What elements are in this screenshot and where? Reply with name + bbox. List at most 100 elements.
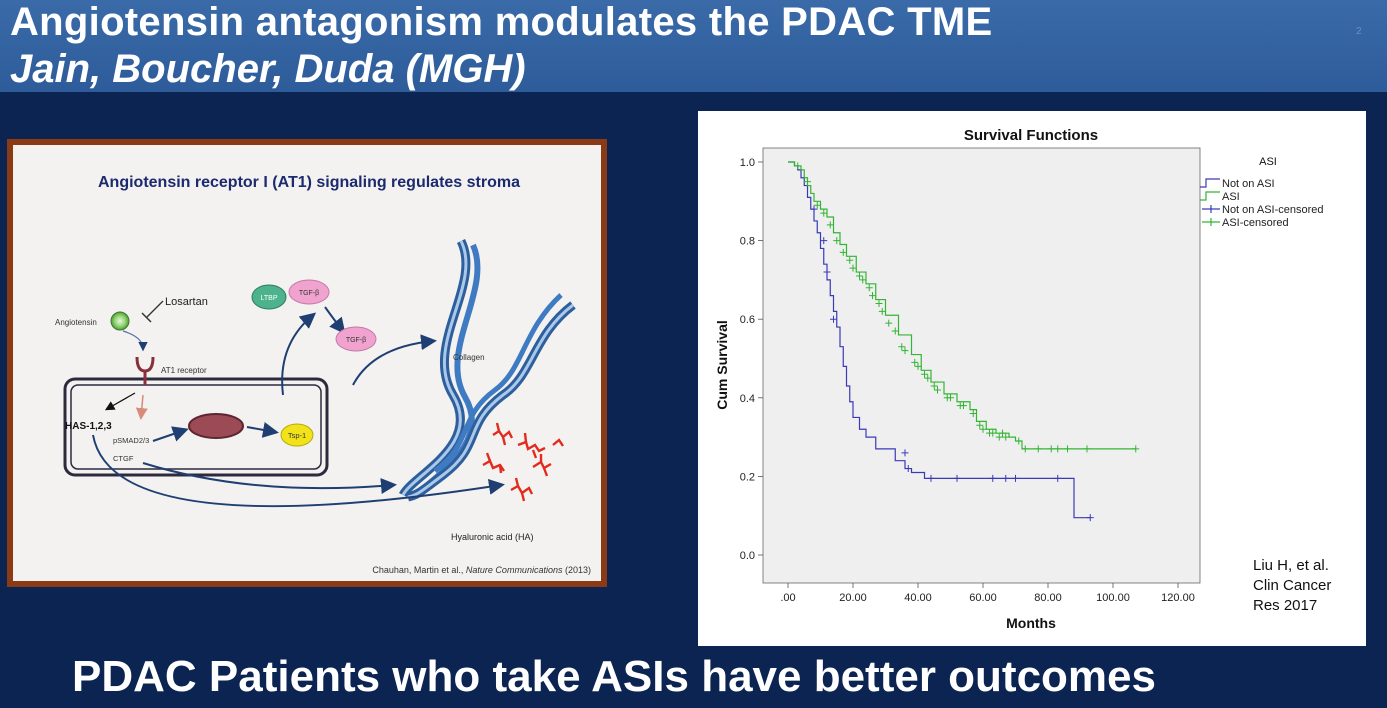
diagram-panel: Angiotensin receptor I (AT1) signaling r… xyxy=(13,145,601,581)
signaling-diagram: Angiotensin receptor I (AT1) signaling r… xyxy=(55,174,591,575)
legend-entry: ASI xyxy=(1222,191,1240,203)
censor-mark xyxy=(810,205,818,213)
x-tick-label: 20.00 xyxy=(839,592,867,604)
slide-subtitle: Jain, Boucher, Duda (MGH) xyxy=(10,47,526,91)
censor-mark xyxy=(1047,445,1055,453)
citation-line-3: Res 2017 xyxy=(1253,597,1318,614)
censor-mark xyxy=(1012,474,1019,482)
censor-mark xyxy=(914,362,922,370)
diagram-frame: Angiotensin receptor I (AT1) signaling r… xyxy=(7,139,607,587)
censor-mark xyxy=(989,429,997,437)
at1-label: AT1 receptor xyxy=(161,366,207,375)
censor-mark xyxy=(804,178,811,186)
censor-mark xyxy=(823,268,831,276)
censor-mark xyxy=(953,474,961,482)
at1-receptor xyxy=(135,356,155,373)
censor-mark xyxy=(927,474,935,482)
citation-line-1: Liu H, et al. xyxy=(1253,557,1329,574)
tgfb-latent xyxy=(288,279,330,305)
censor-mark xyxy=(846,256,854,264)
citation-line-2: Clin Cancer xyxy=(1253,577,1332,594)
censor-mark xyxy=(878,307,886,315)
slide-title: Angiotensin antagonism modulates the PDA… xyxy=(10,0,993,44)
losartan-label: Losartan xyxy=(165,296,208,308)
censor-mark xyxy=(1002,474,1010,482)
censor-mark xyxy=(995,433,1003,441)
censor-mark xyxy=(885,319,893,327)
nucleus xyxy=(188,413,244,439)
censor-mark xyxy=(1054,474,1062,482)
censor-mark xyxy=(839,248,847,256)
censor-mark xyxy=(849,264,857,272)
psmad-label: pSMAD2/3 xyxy=(113,436,149,445)
y-tick-label: 0.8 xyxy=(740,236,755,248)
angiotensin-arrow xyxy=(122,330,148,352)
diagram-title: Angiotensin receptor I (AT1) signaling r… xyxy=(98,174,520,191)
losartan-inhibit-bar xyxy=(141,312,152,323)
plot-area xyxy=(762,147,1201,584)
ltbp-label: LTBP xyxy=(261,295,278,302)
legend-entry: Not on ASI-censored xyxy=(1222,204,1324,216)
censor-mark xyxy=(979,425,987,433)
cell-membrane xyxy=(63,377,329,477)
censor-mark xyxy=(830,315,837,323)
censor-mark xyxy=(869,292,876,300)
legend-swatch xyxy=(1200,191,1220,201)
censor-mark xyxy=(813,201,821,209)
censor-mark xyxy=(1021,445,1029,453)
survival-chart: Survival Functions .00 20.00 40.00 60.00 80.… xyxy=(714,127,1324,631)
ctgf-label: CTGF xyxy=(113,454,134,463)
censor-mark xyxy=(794,162,802,170)
censor-mark xyxy=(833,237,841,245)
hyaluronic-acid xyxy=(482,422,564,502)
tsp1-molecule xyxy=(280,423,314,447)
y-axis-label: Cum Survival xyxy=(714,320,730,409)
x-tick-label: .00 xyxy=(780,592,795,604)
censor-mark xyxy=(904,465,912,473)
censor-mark xyxy=(875,299,883,307)
collagen-label: Collagen xyxy=(453,353,485,362)
x-tick-label: 100.00 xyxy=(1096,592,1130,604)
censor-mark xyxy=(820,237,828,245)
series-line-asi xyxy=(788,161,1136,450)
has-label: HAS-1,2,3 xyxy=(65,421,112,432)
legend-title: ASI xyxy=(1259,156,1277,168)
censor-mark xyxy=(856,272,863,280)
ltbp-molecule xyxy=(251,284,287,310)
y-tick-label: 1.0 xyxy=(740,157,755,169)
censor-mark xyxy=(826,221,834,229)
censor-mark xyxy=(1083,445,1091,453)
censor-mark xyxy=(859,276,867,284)
censor-mark xyxy=(947,394,954,402)
legend-entry: ASI-censored xyxy=(1222,217,1289,229)
losartan-inhibit-line xyxy=(146,300,164,318)
tgfb-label-2: TGF-β xyxy=(346,337,366,344)
censor-mark xyxy=(1064,445,1071,453)
chart-panel: Survival Functions .00 20.00 40.00 60.00 80.… xyxy=(698,111,1366,646)
censor-mark xyxy=(989,474,997,482)
title-bar: Angiotensin antagonism modulates the PDA… xyxy=(0,0,1387,92)
legend-entry: Not on ASI xyxy=(1222,178,1275,190)
angiotensin-molecule xyxy=(110,311,130,331)
censor-mark xyxy=(1034,445,1042,453)
x-axis-label: Months xyxy=(1006,615,1056,631)
y-tick-label: 0.6 xyxy=(740,314,755,326)
diagram-citation: Chauhan, Martin et al., Nature Communica… xyxy=(372,565,591,575)
censor-mark xyxy=(901,347,909,355)
censor-mark xyxy=(999,429,1006,437)
censor-mark xyxy=(969,410,977,418)
chart-title: Survival Functions xyxy=(964,127,1098,144)
censor-mark xyxy=(924,374,932,382)
conclusion-text: PDAC Patients who take ASIs have better … xyxy=(72,652,1156,701)
cell-membrane-inner xyxy=(70,384,322,470)
censor-mark xyxy=(921,370,928,378)
censor-mark xyxy=(1002,433,1010,441)
legend-swatch xyxy=(1200,178,1220,188)
x-tick-label: 120.00 xyxy=(1161,592,1195,604)
censor-mark xyxy=(960,402,967,410)
censor-mark xyxy=(1132,445,1140,453)
tsp-label: Tsp-1 xyxy=(288,431,306,440)
censor-mark xyxy=(820,209,828,217)
